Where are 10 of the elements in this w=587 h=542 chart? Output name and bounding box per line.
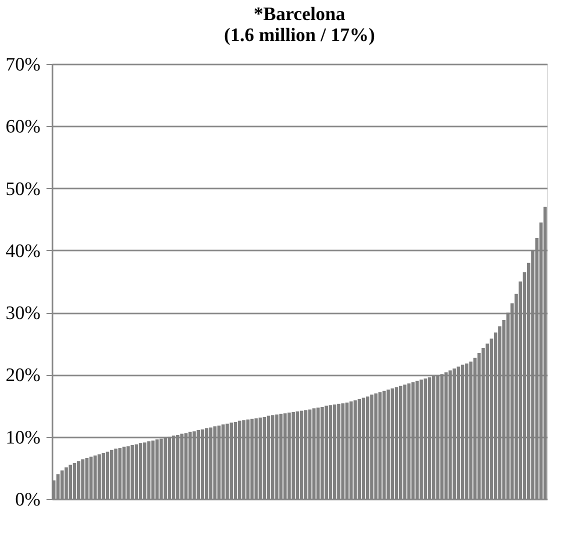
y-tick-label: 30% bbox=[6, 303, 41, 324]
y-tick-label: 20% bbox=[6, 365, 41, 386]
text: *Barcelona bbox=[254, 4, 346, 25]
text: (1.6 million / 17%) bbox=[224, 25, 375, 46]
y-tick-label: 40% bbox=[6, 240, 41, 262]
y-tick-label: 70% bbox=[6, 54, 41, 76]
y-tick-label: 10% bbox=[6, 427, 41, 448]
y-tick-label: 50% bbox=[6, 178, 41, 200]
y-tick-label: 0% bbox=[15, 490, 41, 510]
y-tick-label: 60% bbox=[6, 116, 41, 138]
